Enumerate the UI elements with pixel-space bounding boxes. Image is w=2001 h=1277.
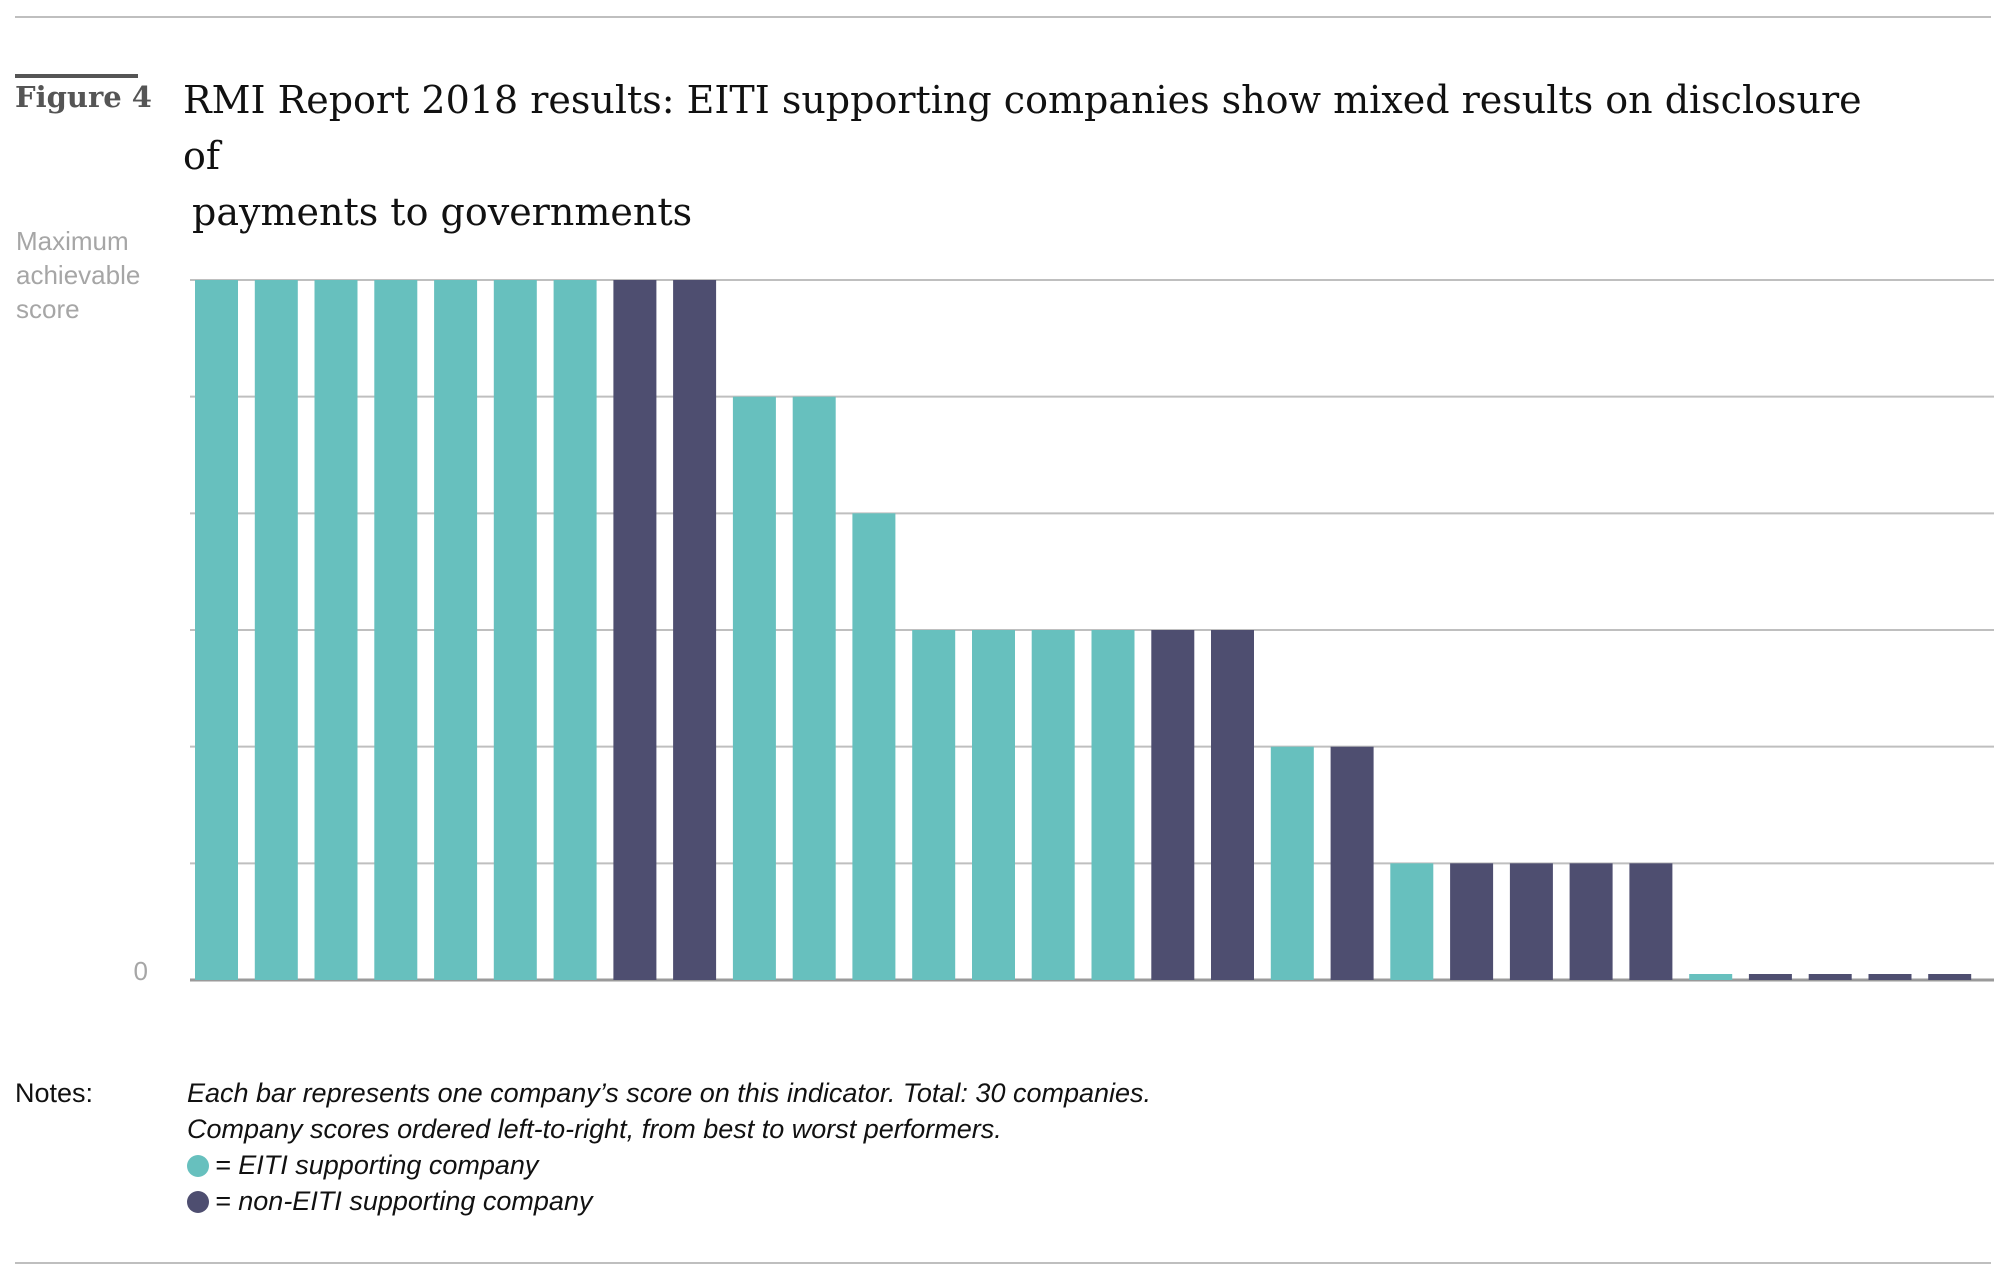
notes-body: Each bar represents one company’s score … [187,1075,1687,1219]
bar-24 [1569,863,1613,980]
bar-27 [1748,974,1792,980]
notes-label: Notes: [15,1078,94,1108]
bar-26 [1689,974,1733,980]
bar-10 [732,396,776,980]
bar-20 [1330,746,1374,980]
y-axis-zero-label: 0 [134,956,148,986]
bar-11 [792,396,836,980]
legend-label-non-eiti: = non-EITI supporting company [215,1186,593,1216]
y-axis-max-label: Maximum achievable score [16,226,140,324]
legend-dot-non-eiti-icon [187,1191,209,1213]
bar-3 [314,280,358,980]
bar-18 [1211,630,1254,980]
bar-1 [195,280,238,980]
chart-title: RMI Report 2018 results: EITI supporting… [183,72,1883,240]
bar-17 [1151,630,1195,980]
bar-16 [1091,630,1135,980]
notes-line2: Company scores ordered left-to-right, fr… [187,1114,1002,1144]
figure-label-bar [15,74,138,78]
bar-5 [434,280,478,980]
bar-6 [493,280,537,980]
bar-22 [1450,863,1494,980]
y-axis-max-label-line-2: achievable [16,260,140,290]
bottom-rule [15,1262,1991,1264]
notes-line1: Each bar represents one company’s score … [187,1078,1152,1108]
bar-28 [1808,974,1852,980]
bar-14 [972,630,1015,980]
legend-label-eiti: = EITI supporting company [215,1150,539,1180]
bar-chart: Maximum achievable score 0 [16,226,1994,986]
bar-13 [912,630,956,980]
bar-7 [553,280,597,980]
chart-title-line1: RMI Report 2018 results: EITI supporting… [183,78,1862,178]
chart-title-line2: payments to governments [192,190,693,234]
legend-dot-eiti-icon [187,1155,209,1177]
bar-4 [374,280,418,980]
top-rule [15,16,1991,18]
bar-25 [1629,863,1673,980]
bar-23 [1509,863,1553,980]
bar-30 [1928,974,1972,980]
gridlines [190,279,1994,982]
bars [195,280,1972,980]
bar-29 [1868,974,1912,980]
bar-12 [852,513,896,980]
bar-15 [1031,630,1075,980]
bar-2 [254,280,298,980]
bar-9 [673,280,717,980]
figure-label: Figure 4 [15,80,152,114]
bar-21 [1390,863,1434,980]
bar-8 [613,280,657,980]
legend-item-eiti: = EITI supporting company [187,1147,1687,1183]
y-axis-max-label-line-3: score [16,294,80,324]
legend-item-non-eiti: = non-EITI supporting company [187,1183,1687,1219]
y-axis-max-label-line-1: Maximum [16,226,129,256]
bar-19 [1270,746,1314,980]
